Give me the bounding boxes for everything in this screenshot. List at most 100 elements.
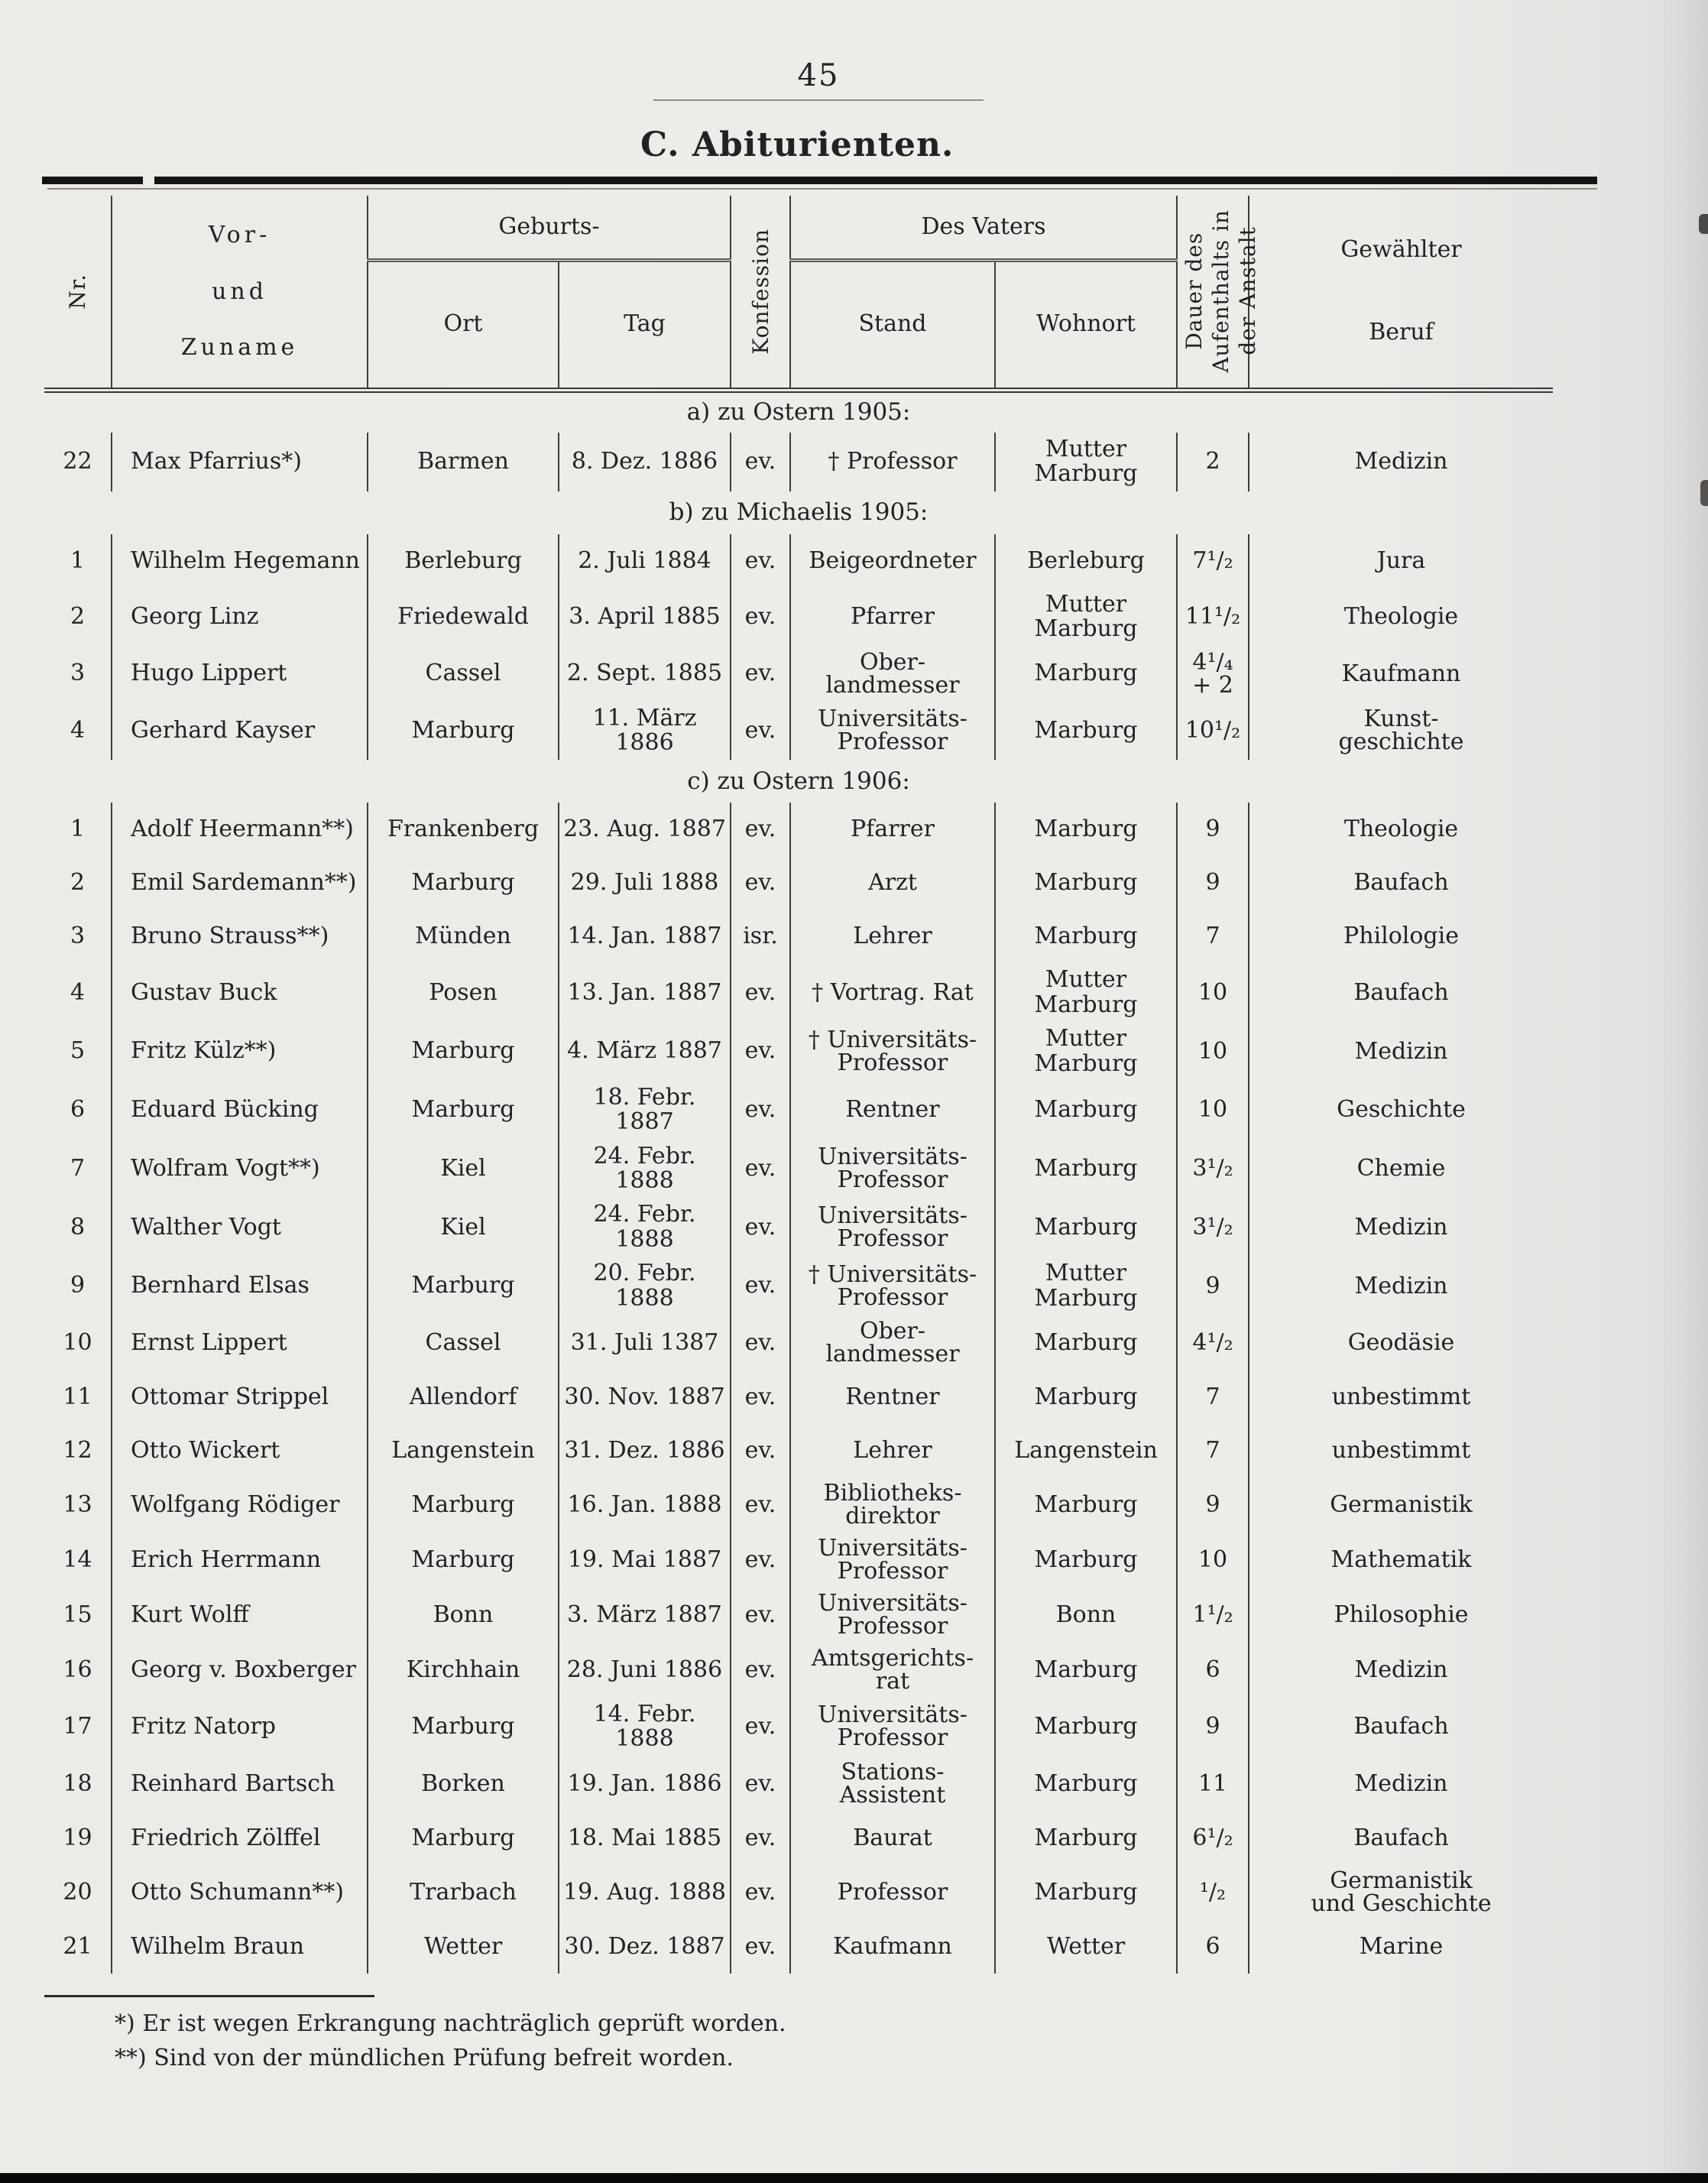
cell-wohnort: Marburg xyxy=(994,1643,1177,1698)
cell-ort: Marburg xyxy=(367,1477,559,1533)
cell-konfession: ev. xyxy=(730,803,790,857)
cell-stand: Amtsgerichts- rat xyxy=(789,1643,995,1698)
cell-nr: 19 xyxy=(63,1824,92,1851)
cell-tag: 24. Febr. 1888 xyxy=(558,1139,731,1199)
cell-beruf: Germanistik und Geschichte xyxy=(1248,1864,1553,1920)
cell-beruf: Mathematik xyxy=(1248,1533,1553,1588)
cell-nr: 5 xyxy=(70,1037,86,1065)
cell-stand: Arzt xyxy=(789,856,995,910)
footnote: **) Sind von der mündlichen Prüfung befr… xyxy=(115,2044,734,2071)
table-row: 1 Adolf Heermann**) Frankenberg 23. Aug. 18… xyxy=(44,803,1553,857)
cell-stand: Rentner xyxy=(789,1370,995,1425)
cell-beruf: Baufach xyxy=(1248,963,1553,1023)
cell-beruf: Medizin xyxy=(1248,1756,1553,1812)
cell-konfession: ev. xyxy=(730,1811,790,1865)
cell-name: Ottomar Strippel xyxy=(111,1370,368,1425)
cell-beruf: Baufach xyxy=(1248,1811,1553,1865)
cell-beruf: Geodäsie xyxy=(1248,1315,1553,1371)
cell-ort: Friedewald xyxy=(367,587,559,647)
cell-wohnort: Mutter Marburg xyxy=(994,1257,1177,1316)
table-row: 10 Ernst Lippert Cassel 31. Juli 1387 ev. Obe… xyxy=(44,1315,1553,1371)
cell-konfession: ev. xyxy=(730,1022,790,1081)
cell-dauer: 9 xyxy=(1176,1698,1249,1756)
cell-wohnort: Mutter Marburg xyxy=(994,433,1177,491)
cell-tag: 31. Dez. 1886 xyxy=(558,1424,731,1478)
cell-ort: Marburg xyxy=(367,1698,559,1756)
cell-wohnort: Marburg xyxy=(994,1080,1177,1140)
cell-beruf: Medizin xyxy=(1248,1643,1553,1698)
cell-konfession: ev. xyxy=(730,433,790,491)
table-row: 21 Wilhelm Braun Wetter 30. Dez. 1887 ev. Kau… xyxy=(44,1919,1553,1974)
cell-ort: Marburg xyxy=(367,701,559,761)
cell-name: Eduard Bücking xyxy=(111,1080,368,1140)
footnote-rule xyxy=(44,1994,374,1997)
cell-beruf: Medizin xyxy=(1248,433,1553,491)
cell-ort: Borken xyxy=(367,1756,559,1812)
cell-ort: Kiel xyxy=(367,1198,559,1257)
cell-dauer: 10 xyxy=(1176,963,1249,1023)
cell-wohnort: Marburg xyxy=(994,1756,1177,1812)
cell-nr: 8 xyxy=(70,1213,86,1241)
cell-ort: Marburg xyxy=(367,1257,559,1316)
section-label: a) zu Ostern 1905: xyxy=(686,398,911,427)
cell-dauer: 10 xyxy=(1176,1022,1249,1081)
cell-dauer: 7¹/₂ xyxy=(1176,534,1249,588)
table-row: 11 Ottomar Strippel Allendorf 30. Nov. 1887… xyxy=(44,1370,1553,1425)
cell-tag: 3. März 1887 xyxy=(558,1588,731,1643)
cell-name: Gerhard Kayser xyxy=(111,701,368,761)
cell-beruf: Medizin xyxy=(1248,1198,1553,1257)
cell-stand: Universitäts- Professor xyxy=(789,1533,995,1588)
cell-wohnort: Marburg xyxy=(994,910,1177,964)
cell-ort: Marburg xyxy=(367,856,559,910)
cell-wohnort: Marburg xyxy=(994,1315,1177,1371)
cell-dauer: 9 xyxy=(1176,803,1249,857)
cell-ort: Bonn xyxy=(367,1588,559,1643)
cell-nr: 13 xyxy=(63,1490,92,1518)
table-subheader-row: Ort Tag Stand Wohnort xyxy=(44,260,1553,393)
scan-smudge xyxy=(1700,480,1708,506)
cell-ort: Marburg xyxy=(367,1022,559,1081)
cell-nr: 3 xyxy=(70,660,86,687)
cell-wohnort: Berleburg xyxy=(994,534,1177,588)
cell-dauer: 7 xyxy=(1176,910,1249,964)
cell-nr: 14 xyxy=(63,1546,92,1573)
cell-tag: 16. Jan. 1888 xyxy=(558,1477,731,1533)
cell-stand: Beigeordneter xyxy=(789,534,995,588)
cell-stand: Universitäts- Professor xyxy=(789,1698,995,1756)
cell-dauer: 6¹/₂ xyxy=(1176,1811,1249,1865)
cell-konfession: ev. xyxy=(730,1257,790,1316)
cell-wohnort: Marburg xyxy=(994,1370,1177,1425)
cell-nr: 17 xyxy=(63,1713,92,1740)
cell-konfession: ev. xyxy=(730,1315,790,1371)
cell-konfession: ev. xyxy=(730,587,790,647)
col-header-nr: Nr. xyxy=(44,196,112,393)
cell-wohnort: Marburg xyxy=(994,1533,1177,1588)
cell-tag: 20. Febr. 1888 xyxy=(558,1257,731,1316)
table-row: 4 Gerhard Kayser Marburg 11. März 1886 ev. Un… xyxy=(44,701,1553,761)
cell-konfession: ev. xyxy=(730,1370,790,1425)
cell-name: Bruno Strauss**) xyxy=(111,910,368,964)
cell-name: Ernst Lippert xyxy=(111,1315,368,1371)
cell-tag: 23. Aug. 1887 xyxy=(558,803,731,857)
cell-beruf: Kaufmann xyxy=(1248,646,1553,702)
table-row: 2 Georg Linz Friedewald 3. April 1885 ev. Pfa… xyxy=(44,587,1553,647)
cell-tag: 13. Jan. 1887 xyxy=(558,963,731,1023)
cell-wohnort: Marburg xyxy=(994,1864,1177,1920)
cell-beruf: Philologie xyxy=(1248,910,1553,964)
table-top-rule xyxy=(42,177,1708,184)
cell-stand: Rentner xyxy=(789,1080,995,1140)
cell-beruf: Philosophie xyxy=(1248,1588,1553,1643)
cell-nr: 2 xyxy=(70,602,86,630)
cell-dauer: 9 xyxy=(1176,856,1249,910)
cell-konfession: ev. xyxy=(730,1424,790,1478)
cell-dauer: 10¹/₂ xyxy=(1176,701,1249,761)
table-row: 22 Max Pfarrius*) Barmen 8. Dez. 1886 ev. † P… xyxy=(44,433,1553,491)
cell-nr: 1 xyxy=(70,816,86,843)
col-header-ort: Ort xyxy=(367,260,559,393)
cell-nr: 7 xyxy=(70,1154,86,1182)
col-header-konfession-label: Konfession xyxy=(747,228,773,355)
cell-ort: Wetter xyxy=(367,1919,559,1974)
cell-nr: 1 xyxy=(70,547,86,574)
cell-ort: Cassel xyxy=(367,646,559,702)
table-row: 16 Georg v. Boxberger Kirchhain 28. Juni 18… xyxy=(44,1643,1553,1698)
